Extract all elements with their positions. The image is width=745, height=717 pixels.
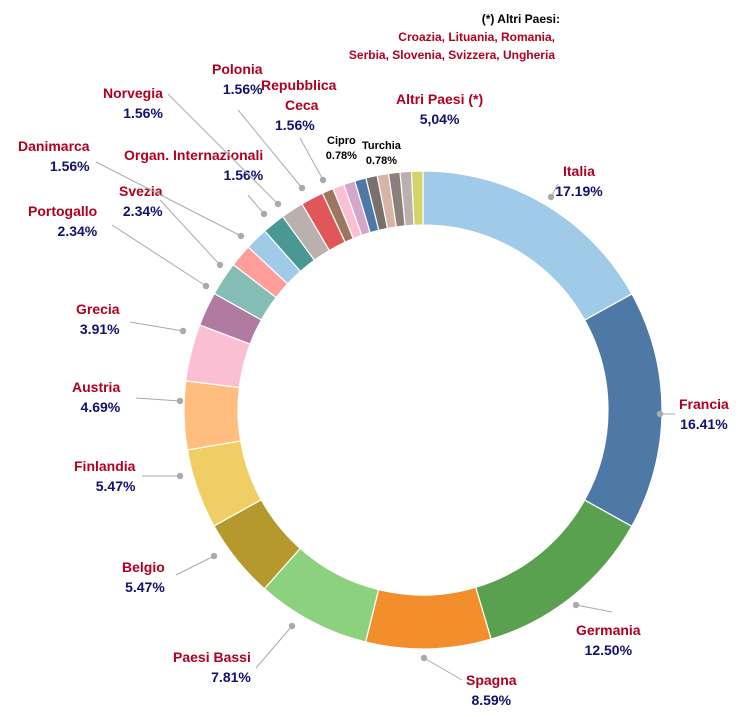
leader-dot-germania (572, 601, 580, 609)
leader-dot-polonia (298, 184, 306, 192)
leader-dot-organ-internazionali (260, 210, 268, 218)
label-value-organ-internazionali: 1.56% (224, 167, 264, 183)
slice-ungheria (410, 170, 424, 226)
leader-line-norvegia (167, 93, 279, 205)
label-value-belgio: 5.47% (125, 579, 165, 595)
label-name-francia: Francia (679, 396, 729, 412)
label-value-germania: 12.50% (585, 642, 633, 658)
label-name-polonia: Polonia (212, 61, 263, 77)
label-name-italia: Italia (563, 163, 595, 179)
leader-line-spagna (423, 657, 463, 681)
label-name-norvegia: Norvegia (103, 85, 163, 101)
slice-francia (583, 293, 663, 528)
label-value-spagna: 8.59% (471, 692, 511, 708)
label-name-paesi-bassi: Paesi Bassi (173, 649, 251, 665)
leader-dot-portogallo (202, 282, 210, 290)
label-name-grecia: Grecia (76, 301, 120, 317)
label-value-svezia: 2.34% (123, 203, 163, 219)
label-name-portogallo: Portogallo (28, 203, 97, 219)
label-value-grecia: 3.91% (80, 321, 120, 337)
label-name-finlandia: Finlandia (74, 458, 136, 474)
leader-dot-paesi-bassi (288, 622, 296, 630)
label-name-organ-internazionali: Organ. Internazionali (124, 147, 263, 163)
label-value-altri-paesi-: 5,04% (420, 111, 460, 127)
label-name-repubblica: Repubblica (261, 77, 337, 93)
label-value-turchia: 0.78% (366, 155, 397, 167)
leader-line-germania (575, 604, 613, 613)
label-name-belgio: Belgio (122, 559, 165, 575)
label-name-svezia: Svezia (119, 183, 163, 199)
leader-dot-danimarca (237, 232, 245, 240)
leader-dot-austria (176, 397, 184, 405)
note-line: Croazia, Lituania, Romania, (398, 30, 555, 44)
leader-line-polonia (237, 109, 303, 189)
label-value-portogallo: 2.34% (58, 223, 98, 239)
label-name2-repubblica: Ceca (285, 97, 319, 113)
leader-line-svezia (159, 199, 221, 266)
leader-dot-italia (547, 193, 555, 201)
leader-dot-finlandia (176, 472, 184, 480)
label-name-turchia: Turchia (362, 140, 402, 152)
label-value-finlandia: 5.47% (96, 478, 136, 494)
leader-line-paesi-bassi (255, 625, 293, 669)
leader-dot-belgio (210, 552, 218, 560)
leader-line-belgio (175, 555, 215, 576)
label-value-austria: 4.69% (81, 399, 121, 415)
label-value-francia: 16.41% (680, 416, 728, 432)
label-value-repubblica: 1.56% (275, 117, 315, 133)
slice-germania (474, 499, 633, 640)
leader-line-grecia (129, 321, 184, 332)
leader-dot-norvegia (274, 200, 282, 208)
note-title: (*) Altri Paesi: (482, 12, 560, 26)
slice-austria (183, 380, 242, 451)
label-name-spagna: Spagna (466, 672, 517, 688)
leader-line-austria (135, 397, 181, 402)
leader-line-repubblica (299, 137, 324, 181)
label-value-cipro: 0.78% (326, 150, 357, 162)
label-name-austria: Austria (72, 379, 120, 395)
label-value-danimarca: 1.56% (50, 158, 90, 174)
label-name-danimarca: Danimarca (18, 138, 90, 154)
leader-dot-repubblica (319, 176, 327, 184)
label-value-italia: 17.19% (555, 183, 603, 199)
slice-spagna (364, 586, 492, 650)
label-value-norvegia: 1.56% (123, 105, 163, 121)
leader-dot-svezia (216, 261, 224, 269)
label-name-cipro: Cipro (327, 135, 356, 147)
leader-dot-francia (656, 410, 664, 418)
label-name-altri-paesi-: Altri Paesi (*) (396, 91, 483, 107)
label-value-polonia: 1.56% (223, 81, 263, 97)
label-name-germania: Germania (576, 622, 641, 638)
label-value-paesi-bassi: 7.81% (211, 669, 251, 685)
leader-line-organ-internazionali (247, 194, 265, 215)
leader-line-portogallo (111, 224, 207, 287)
leader-line-danimarca (95, 161, 242, 237)
leader-dot-spagna (420, 654, 428, 662)
note-line: Serbia, Slovenia, Svizzera, Ungheria (349, 48, 555, 62)
leader-dot-grecia (179, 327, 187, 335)
